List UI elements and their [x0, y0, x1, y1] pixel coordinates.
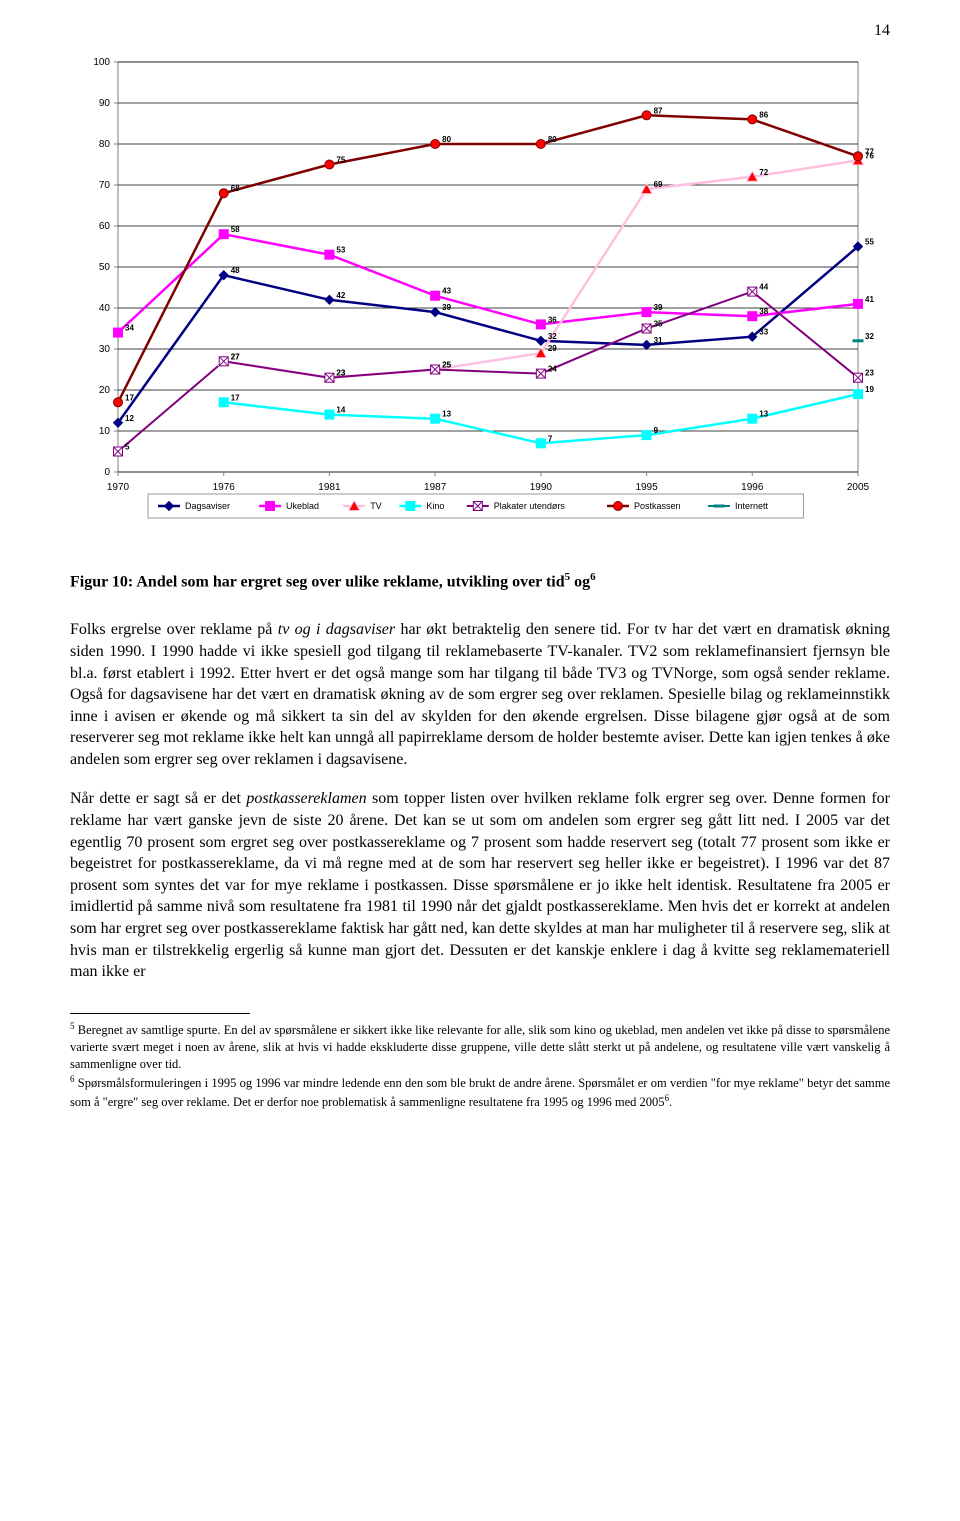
svg-text:34: 34: [125, 323, 134, 332]
svg-text:42: 42: [336, 290, 345, 299]
svg-text:38: 38: [759, 307, 768, 316]
svg-text:32: 32: [548, 331, 557, 340]
svg-text:87: 87: [654, 106, 663, 115]
footnote-rule: [70, 1013, 250, 1014]
svg-text:Plakater utendørs: Plakater utendørs: [494, 501, 566, 511]
svg-text:1981: 1981: [318, 482, 341, 493]
svg-text:90: 90: [99, 98, 111, 109]
svg-text:39: 39: [442, 303, 451, 312]
svg-text:1996: 1996: [741, 482, 764, 493]
svg-text:80: 80: [548, 135, 557, 144]
svg-text:55: 55: [865, 237, 874, 246]
paragraph-2: Når dette er sagt så er det postkasserek…: [70, 788, 890, 982]
svg-text:2005: 2005: [847, 482, 870, 493]
svg-text:24: 24: [548, 364, 557, 373]
paragraph-1: Folks ergrelse over reklame på tv og i d…: [70, 619, 890, 770]
footnote-6: 6 Spørsmålsformuleringen i 1995 og 1996 …: [70, 1073, 890, 1111]
svg-text:40: 40: [99, 303, 111, 314]
svg-text:77: 77: [865, 147, 874, 156]
p2-b: som topper listen over hvilken reklame f…: [70, 790, 890, 980]
fn6-text-a: Spørsmålsformuleringen i 1995 og 1996 va…: [70, 1076, 890, 1109]
svg-text:50: 50: [99, 262, 111, 273]
svg-text:44: 44: [759, 282, 768, 291]
caption-text-b: og: [570, 573, 590, 590]
svg-text:Postkassen: Postkassen: [634, 501, 681, 511]
svg-text:48: 48: [231, 266, 240, 275]
fn5-text: Beregnet av samtlige spurte. En del av s…: [70, 1023, 890, 1071]
svg-text:29: 29: [548, 344, 557, 353]
line-chart: 0102030405060708090100197019761981198719…: [70, 52, 890, 552]
svg-text:32: 32: [865, 331, 874, 340]
svg-text:Internett: Internett: [735, 501, 769, 511]
p2-italic-1: postkassereklamen: [246, 790, 366, 807]
svg-text:33: 33: [759, 327, 768, 336]
svg-text:23: 23: [336, 368, 345, 377]
caption-text-a: Figur 10: Andel som har ergret seg over …: [70, 573, 565, 590]
svg-text:80: 80: [99, 139, 111, 150]
svg-text:17: 17: [125, 393, 134, 402]
svg-text:72: 72: [759, 167, 768, 176]
caption-sup-2: 6: [590, 571, 596, 583]
svg-text:35: 35: [654, 319, 663, 328]
svg-text:1970: 1970: [107, 482, 130, 493]
svg-text:0: 0: [104, 467, 110, 478]
svg-text:41: 41: [865, 294, 874, 303]
svg-text:19: 19: [865, 385, 874, 394]
svg-text:60: 60: [99, 221, 111, 232]
svg-text:53: 53: [336, 245, 345, 254]
svg-text:80: 80: [442, 135, 451, 144]
p1-a: Folks ergrelse over reklame på: [70, 621, 278, 638]
svg-text:17: 17: [231, 393, 240, 402]
footnote-5: 5 Beregnet av samtlige spurte. En del av…: [70, 1020, 890, 1073]
svg-text:Kino: Kino: [426, 501, 444, 511]
svg-text:1990: 1990: [530, 482, 553, 493]
svg-text:43: 43: [442, 286, 451, 295]
svg-text:1995: 1995: [635, 482, 658, 493]
p1-italic-1: tv og i dagsaviser: [278, 621, 395, 638]
svg-text:39: 39: [654, 303, 663, 312]
svg-text:25: 25: [442, 360, 451, 369]
svg-text:23: 23: [865, 368, 874, 377]
svg-text:30: 30: [99, 344, 111, 355]
fn6-text-b: .: [669, 1095, 672, 1109]
svg-text:10: 10: [99, 426, 111, 437]
svg-text:1987: 1987: [424, 482, 447, 493]
svg-text:13: 13: [759, 409, 768, 418]
svg-text:13: 13: [442, 409, 451, 418]
svg-text:69: 69: [654, 180, 663, 189]
svg-text:100: 100: [93, 57, 110, 68]
svg-text:27: 27: [231, 352, 240, 361]
figure-caption: Figur 10: Andel som har ergret seg over …: [70, 570, 890, 594]
svg-text:70: 70: [99, 180, 111, 191]
svg-text:5: 5: [125, 442, 130, 451]
svg-text:14: 14: [336, 405, 345, 414]
chart-svg: 0102030405060708090100197019761981198719…: [70, 52, 890, 552]
svg-text:9: 9: [654, 426, 659, 435]
p1-b: har økt betraktelig den senere tid. For …: [70, 621, 890, 768]
svg-text:36: 36: [548, 315, 557, 324]
svg-text:68: 68: [231, 184, 240, 193]
svg-text:58: 58: [231, 225, 240, 234]
p2-a: Når dette er sagt så er det: [70, 790, 246, 807]
svg-text:75: 75: [336, 155, 345, 164]
svg-text:12: 12: [125, 413, 134, 422]
svg-text:TV: TV: [370, 501, 382, 511]
svg-text:Dagsaviser: Dagsaviser: [185, 501, 230, 511]
svg-text:31: 31: [654, 335, 663, 344]
svg-text:Ukeblad: Ukeblad: [286, 501, 319, 511]
page-number: 14: [70, 20, 890, 42]
svg-text:1976: 1976: [213, 482, 236, 493]
svg-text:20: 20: [99, 385, 111, 396]
svg-text:86: 86: [759, 110, 768, 119]
svg-text:7: 7: [548, 434, 553, 443]
